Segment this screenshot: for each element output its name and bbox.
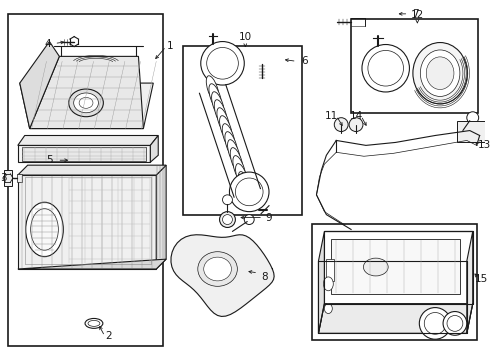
Polygon shape [156,165,166,269]
Ellipse shape [238,172,251,198]
Text: 9: 9 [266,213,272,222]
Text: 2: 2 [105,331,112,341]
Bar [331,239,460,294]
Ellipse shape [225,132,238,158]
Ellipse shape [74,93,98,113]
Polygon shape [150,135,158,162]
Circle shape [207,48,238,79]
Bar [326,259,334,281]
Bar [351,18,365,26]
Circle shape [362,45,410,92]
Ellipse shape [206,76,219,102]
Bar [183,46,302,215]
Polygon shape [18,259,166,269]
Ellipse shape [198,252,237,286]
Text: 13: 13 [478,140,490,150]
Ellipse shape [88,320,100,327]
Bar [4,170,12,186]
Ellipse shape [413,42,467,104]
Ellipse shape [220,116,232,142]
Ellipse shape [323,277,333,291]
Ellipse shape [209,84,221,110]
Circle shape [229,172,269,212]
Ellipse shape [31,209,58,250]
Text: 8: 8 [262,272,269,282]
Text: 6: 6 [301,56,308,66]
Ellipse shape [25,202,63,257]
Text: 7: 7 [412,9,418,19]
Bar [22,147,147,161]
Ellipse shape [364,258,388,276]
Ellipse shape [79,98,93,108]
Circle shape [222,195,232,205]
Text: 10: 10 [239,32,252,42]
Circle shape [235,178,263,206]
Circle shape [424,312,446,334]
Circle shape [349,118,363,131]
Circle shape [201,41,245,85]
Circle shape [222,215,232,225]
Polygon shape [18,135,158,145]
Circle shape [467,112,479,123]
Ellipse shape [204,257,231,281]
Polygon shape [18,165,166,175]
Ellipse shape [324,303,332,314]
Circle shape [447,315,463,331]
Text: 12: 12 [411,10,424,20]
Ellipse shape [69,89,103,117]
Ellipse shape [222,124,235,150]
Bar [254,54,274,64]
Text: 5: 5 [46,155,53,165]
Polygon shape [318,303,473,333]
Polygon shape [318,231,324,333]
Polygon shape [171,235,274,316]
Ellipse shape [420,50,460,96]
Bar [457,121,485,143]
Circle shape [245,215,254,225]
Circle shape [368,50,403,86]
Circle shape [334,118,348,131]
Text: 1: 1 [167,41,173,51]
Text: 14: 14 [349,111,363,121]
Ellipse shape [241,180,254,206]
Ellipse shape [212,92,224,118]
Bar [8,14,163,346]
Polygon shape [18,145,150,162]
Text: 11: 11 [325,111,338,121]
Ellipse shape [85,319,103,328]
Bar [351,19,478,113]
Text: 3: 3 [0,173,7,183]
Ellipse shape [230,148,243,174]
Polygon shape [30,57,144,129]
Ellipse shape [236,164,248,190]
Polygon shape [467,231,473,333]
Circle shape [419,307,451,339]
Polygon shape [20,41,59,129]
Ellipse shape [426,57,454,90]
Circle shape [220,212,235,228]
Circle shape [443,311,467,335]
Polygon shape [18,175,156,269]
Bar [312,224,477,340]
Polygon shape [20,83,153,129]
Ellipse shape [214,100,227,126]
Ellipse shape [217,108,230,134]
Ellipse shape [233,156,245,182]
Bar [17,174,22,182]
Text: 15: 15 [475,274,488,284]
Ellipse shape [227,140,240,166]
Text: 4: 4 [44,39,51,49]
